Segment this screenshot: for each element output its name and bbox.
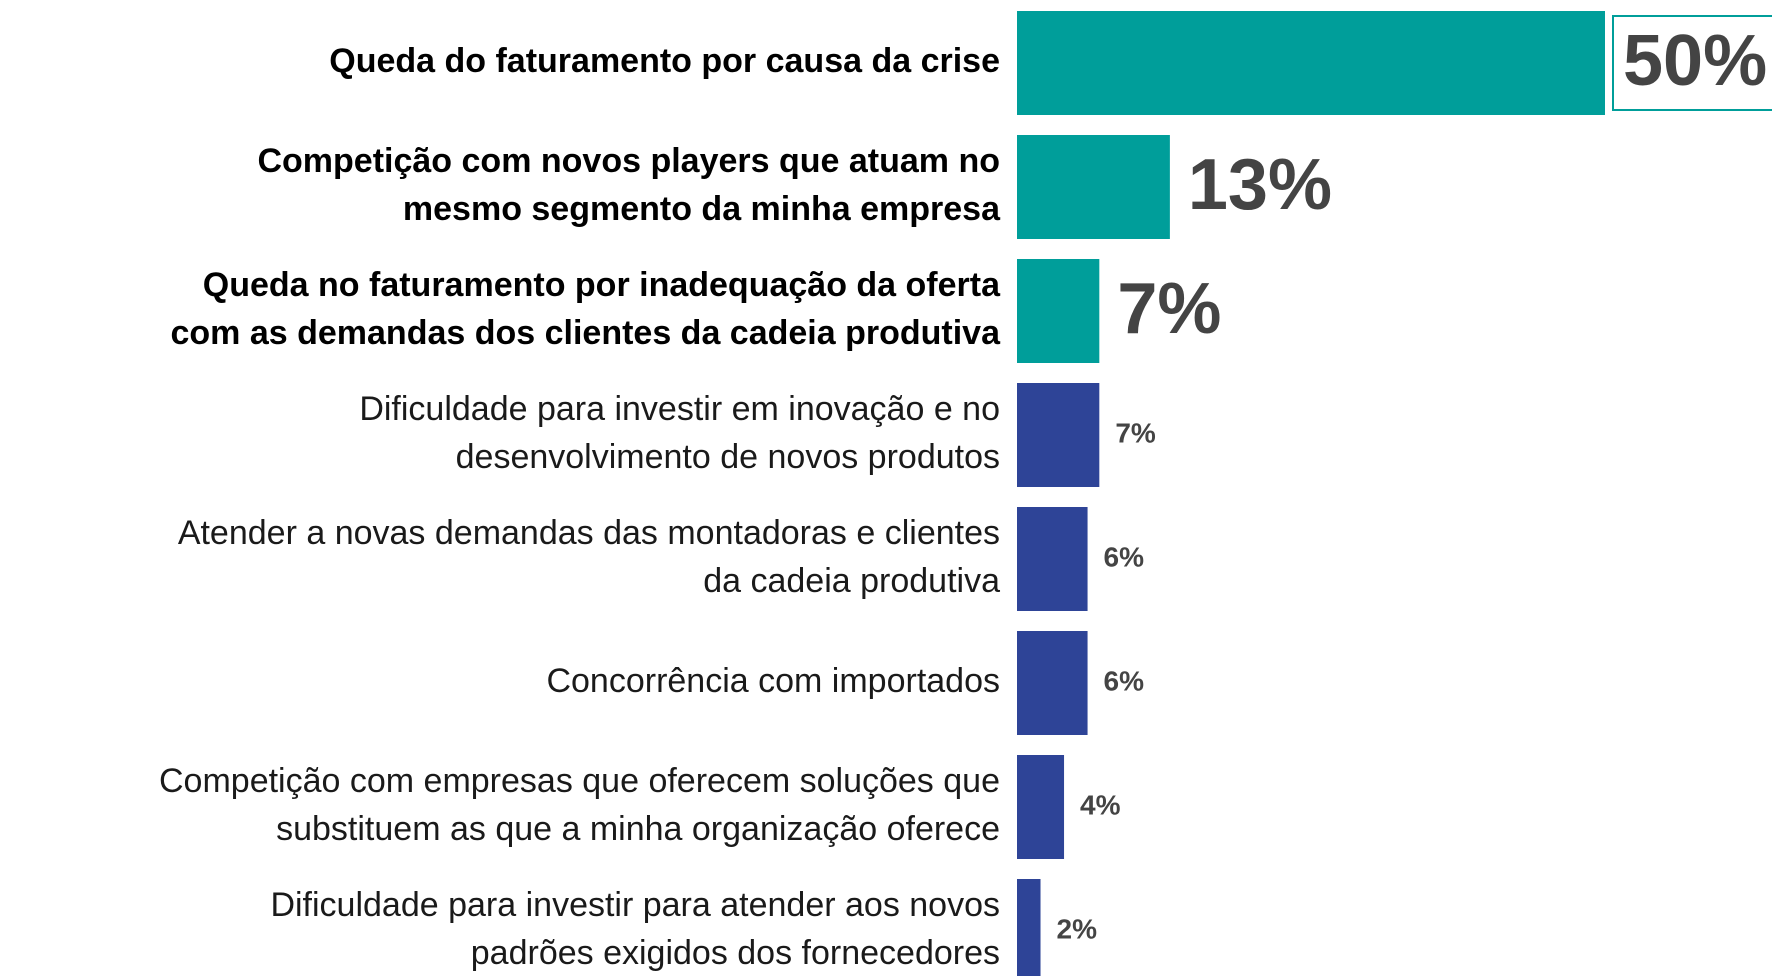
category-label: substituem as que a minha organização of… xyxy=(276,810,1000,848)
category-label: Queda no faturamento por inadequação da … xyxy=(203,266,1001,304)
value-label-box xyxy=(1612,15,1772,111)
category-label: Atender a novas demandas das montadoras … xyxy=(178,514,1000,552)
bar xyxy=(1017,383,1100,487)
bar xyxy=(1017,135,1170,239)
category-label: com as demandas dos clientes da cadeia p… xyxy=(170,314,1001,352)
category-label: Competição com novos players que atuam n… xyxy=(257,142,1000,180)
bar xyxy=(1017,507,1088,611)
bar xyxy=(1017,879,1041,976)
bar xyxy=(1017,259,1100,363)
category-label: Queda do faturamento por causa da crise xyxy=(329,42,1000,80)
category-label: padrões exigidos dos fornecedores xyxy=(471,934,1000,972)
value-label: 2% xyxy=(1057,913,1098,944)
value-label: 4% xyxy=(1080,789,1121,820)
bar xyxy=(1017,631,1088,735)
value-label: 13% xyxy=(1188,145,1332,225)
value-label: 7% xyxy=(1115,417,1156,448)
value-label: 6% xyxy=(1104,665,1145,696)
bar xyxy=(1017,11,1605,115)
category-label: mesmo segmento da minha empresa xyxy=(403,190,1001,228)
category-label: Competição com empresas que oferecem sol… xyxy=(159,762,1000,800)
value-label: 6% xyxy=(1104,541,1145,572)
value-label: 50% xyxy=(1623,21,1767,101)
bar xyxy=(1017,755,1065,859)
value-label: 7% xyxy=(1117,269,1221,349)
category-label: desenvolvimento de novos produtos xyxy=(456,438,1000,476)
category-label: Dificuldade para investir em inovação e … xyxy=(359,390,1000,428)
category-label: da cadeia produtiva xyxy=(703,562,1000,600)
category-label: Concorrência com importados xyxy=(546,662,1000,700)
category-label: Dificuldade para investir para atender a… xyxy=(270,886,1000,924)
